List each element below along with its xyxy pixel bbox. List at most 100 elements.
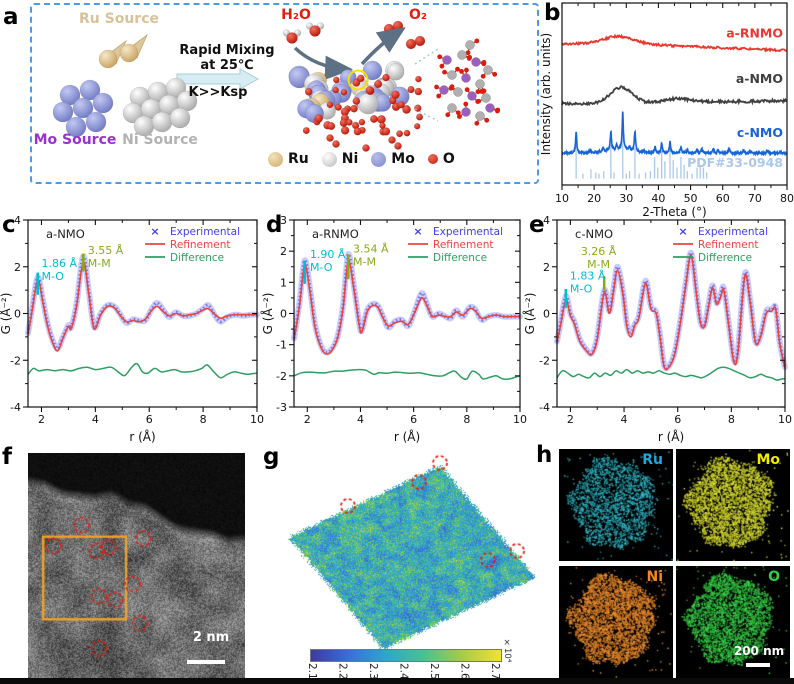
- panel-a-legend-item: Mo: [371, 151, 415, 167]
- cluster-atom: [362, 60, 383, 81]
- eds-map-ni: [559, 566, 673, 678]
- o-site: [481, 59, 487, 65]
- y-tick-label: -2: [10, 354, 21, 367]
- colorbar-tick-label: 2.1: [306, 663, 318, 680]
- x-tick-label: 60: [716, 192, 730, 205]
- o-atom-icon: [427, 154, 438, 164]
- panel-a-border: [30, 3, 539, 184]
- mixing-arrow: [176, 68, 260, 90]
- x-tick-label: 6: [410, 413, 417, 426]
- ru-source-label: Ru Source: [79, 11, 159, 27]
- colorbar-tick-label: 2.6: [458, 663, 471, 680]
- x-tick-label: 2: [567, 413, 574, 426]
- o-site: [474, 120, 480, 126]
- o-site: [480, 73, 486, 79]
- o-atom: [334, 103, 342, 111]
- mo-source-label: Mo Source: [33, 132, 117, 148]
- ru-atom: [98, 49, 118, 69]
- connector-line: [414, 108, 439, 122]
- cluster-atom: [357, 92, 379, 115]
- o2-label: O₂: [408, 7, 428, 23]
- eds-map-mo: [676, 449, 790, 561]
- annotation-text: 1.90 Å: [310, 248, 346, 261]
- ni-atom: [169, 107, 191, 129]
- x-axis-title: 2-Theta (°): [642, 205, 706, 219]
- o-atom: [388, 136, 396, 144]
- xrd-curve-a-RNMO: [561, 33, 788, 53]
- o-atom: [345, 118, 353, 126]
- y-axis-title: G (Å⁻²): [260, 293, 275, 335]
- difference-curve: [556, 366, 786, 381]
- connector-line: [414, 48, 439, 65]
- panel-letter-b: b: [544, 0, 561, 26]
- legend-label: Difference: [433, 252, 487, 264]
- o-atom: [365, 86, 374, 95]
- legend-label: Refinement: [433, 239, 493, 251]
- annotation-text: M-M: [587, 258, 610, 271]
- mo-atom: [72, 97, 94, 119]
- xrd-chart: a-RNMO a-NMO c-NMO PDF#33-0948 10 20 30 40 50 60 7…: [539, 2, 794, 219]
- legend-label: Difference: [698, 252, 752, 264]
- eds-map-ru: [559, 449, 673, 561]
- colorbar-tick-label: 2.4: [397, 663, 410, 680]
- o-site: [445, 112, 451, 118]
- eds-label-mo: Mo: [756, 452, 780, 468]
- o-atom: [352, 97, 361, 106]
- o-atom: [332, 76, 340, 84]
- o-atom: [314, 114, 324, 123]
- panel-a-illustration: [52, 20, 501, 152]
- xrd-series-label: a-NMO: [736, 71, 783, 86]
- xrd-curve-c-NMO: [561, 111, 788, 157]
- o-atom: [327, 122, 336, 131]
- panel-a-legend-item: O: [427, 151, 455, 167]
- x-tick-label: 10: [513, 413, 527, 426]
- o-atom: [353, 127, 362, 136]
- metal-site: [442, 55, 452, 65]
- x-tick-label: 4: [357, 413, 364, 426]
- y-tick-label: -4: [10, 401, 21, 414]
- panel-a-legend-item: Ru: [268, 151, 309, 167]
- o-atom: [403, 129, 411, 137]
- eds-label-o: O: [768, 569, 780, 585]
- o-atom: [381, 127, 391, 136]
- o-atom: [414, 87, 423, 96]
- x-tick-label: 8: [200, 413, 207, 426]
- mo-atom-icon: [371, 151, 387, 167]
- x-tick-label: 70: [748, 192, 762, 205]
- o-atom: [383, 23, 395, 35]
- y-tick-label: 0: [14, 308, 21, 321]
- o-atom: [286, 32, 298, 44]
- y-tick-label: 2: [280, 245, 287, 258]
- o2-out-arrow: [360, 27, 406, 66]
- metal-site: [447, 103, 457, 113]
- o-atom: [350, 104, 358, 113]
- o-atom: [362, 144, 370, 152]
- metal-site: [447, 70, 457, 80]
- ksp-label: K>>Ksp: [188, 85, 248, 100]
- colorbar-tick-label: 2.3: [367, 663, 379, 680]
- annotation-text: M-O: [570, 283, 593, 296]
- o-atom: [382, 73, 390, 82]
- mo-atom: [52, 101, 74, 123]
- metal-site: [475, 111, 485, 121]
- o-site: [457, 114, 462, 119]
- colorbar-tick-label: 2.7: [489, 663, 501, 680]
- eds-label-ni: Ni: [646, 569, 663, 585]
- y-tick-label: -1: [276, 339, 287, 352]
- x-tick-label: 6: [146, 413, 153, 426]
- x-tick-label: 8: [463, 413, 470, 426]
- ru-atom-icon: [268, 151, 283, 167]
- x-tick-label: 10: [778, 413, 792, 426]
- tem-image: [28, 453, 245, 678]
- tem-scale-label: 2 nm: [192, 630, 230, 645]
- o-site: [495, 108, 500, 114]
- metal-site: [485, 103, 495, 113]
- o-atom: [402, 105, 411, 114]
- colorbar: [310, 649, 502, 662]
- annotation-text: M-O: [310, 261, 333, 274]
- o-atom: [332, 140, 340, 148]
- o-site: [434, 84, 439, 90]
- annotation-text: M-O: [41, 270, 64, 283]
- colorbar-multiplier: ×10⁴: [502, 638, 512, 663]
- x-tick-label: 6: [674, 413, 681, 426]
